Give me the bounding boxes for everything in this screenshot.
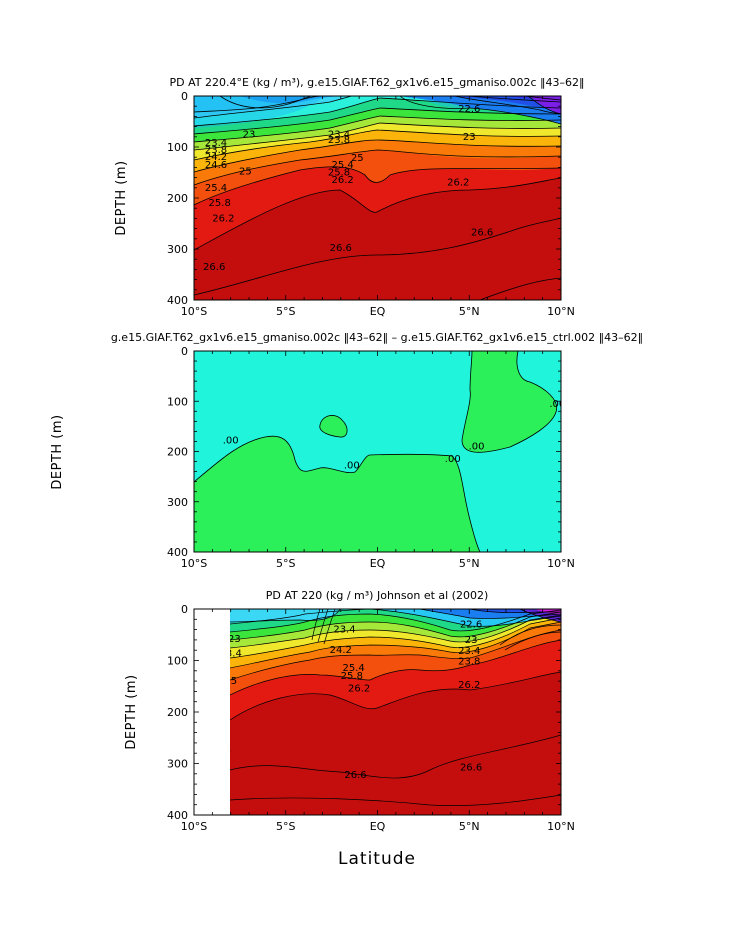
contour-label: .00 xyxy=(344,461,360,472)
x-tick-label: 10°N xyxy=(547,820,575,833)
contour-label: 26.2 xyxy=(447,178,469,189)
panel-observed-pd: PD AT 220 (kg / m³) Johnson et al (2002) xyxy=(124,589,575,833)
contour-label: 23.4 xyxy=(458,646,480,657)
y-tick-label: 0 xyxy=(181,345,188,358)
contour-label: 25.4 xyxy=(205,183,227,194)
contour-label: 26.6 xyxy=(460,763,482,774)
x-tick-label: 10°N xyxy=(547,557,575,570)
contour-label: 23 xyxy=(463,132,476,143)
x-tick-label: 5°S xyxy=(276,557,295,570)
contour-label: 24.6 xyxy=(205,160,227,171)
panel3-ticks: 10°S 5°S EQ 5°N 10°N 0 100 200 300 400 xyxy=(167,603,575,833)
x-tick-label: EQ xyxy=(370,820,386,833)
contour-label: 23.4 xyxy=(205,138,227,149)
x-tick-label: 5°N xyxy=(459,557,480,570)
contour-label: 23.8 xyxy=(328,135,350,146)
panel2-ticks: 10°S 5°S EQ 5°N 10°N 0 100 200 300 400 xyxy=(167,345,575,570)
contour-label: 26.6 xyxy=(330,243,352,254)
panel3-title: PD AT 220 (kg / m³) Johnson et al (2002) xyxy=(266,589,489,602)
x-tick-label: EQ xyxy=(370,557,386,570)
contour-label: 26.6 xyxy=(471,228,493,239)
contour-label: 26.6 xyxy=(209,746,231,757)
x-tick-label: 5°S xyxy=(276,820,295,833)
x-tick-label: 10°S xyxy=(181,557,207,570)
contour-label: 26.2 xyxy=(458,680,480,691)
contour-label: 25.4 xyxy=(332,160,354,171)
x-tick-label: 10°S xyxy=(181,305,207,318)
x-tick-label: EQ xyxy=(370,305,386,318)
y-tick-label: 400 xyxy=(167,809,188,822)
y-tick-label: 400 xyxy=(167,546,188,559)
contour-label: 24.2 xyxy=(330,645,352,656)
contour-label: .00 xyxy=(445,454,461,465)
contour-label: 26.2 xyxy=(348,683,370,694)
contour-label: 23 xyxy=(243,129,256,140)
panel1-title: PD AT 220.4°E (kg / m³), g.e15.GIAF.T62_… xyxy=(169,76,584,89)
contour-label: 26.6 xyxy=(203,262,225,273)
contour-label: .00 xyxy=(469,441,485,452)
panel2-fill: .00 .00 .00 .00 .00 xyxy=(194,351,565,552)
contour-label: 22.6 xyxy=(460,619,482,630)
x-tick-label: 5°S xyxy=(276,305,295,318)
panel2-title: g.e15.GIAF.T62_gx1v6.e15_gmaniso.002c ‖4… xyxy=(111,331,643,344)
contour-label: 25.8 xyxy=(209,198,231,209)
contour-label: 25.4 xyxy=(343,663,365,674)
panel2-ylabel: DEPTH (m) xyxy=(50,414,65,489)
contour-label: 23 xyxy=(228,634,241,645)
y-tick-label: 200 xyxy=(167,192,188,205)
contour-label: 26.6 xyxy=(344,770,366,781)
y-tick-label: 200 xyxy=(167,706,188,719)
contour-label: 26.2 xyxy=(212,213,234,224)
y-tick-label: 300 xyxy=(167,758,188,771)
contour-label: 24.2 xyxy=(205,152,227,163)
contour-label: 25 xyxy=(351,153,364,164)
contour-label: .00 xyxy=(223,435,239,446)
contour-label: 23.4 xyxy=(333,625,355,636)
contour-label: 23 xyxy=(465,635,478,646)
y-tick-label: 300 xyxy=(167,496,188,509)
contour-label: 22.6 xyxy=(458,104,480,115)
y-tick-label: 0 xyxy=(181,603,188,616)
x-tick-label: 10°S xyxy=(181,820,207,833)
contour-label: 23.4 xyxy=(220,648,242,659)
contour-label: 26.2 xyxy=(205,713,227,724)
panel1-fill: 22.623 2323.423.423.823.824.224.6252525.4… xyxy=(194,96,561,300)
contour-label: .00 xyxy=(549,399,565,410)
x-tick-label: 5°N xyxy=(459,305,480,318)
x-tick-label: 10°N xyxy=(547,305,575,318)
contour-label: 25 xyxy=(224,676,237,687)
x-tick-label: 5°N xyxy=(459,820,480,833)
contour-label: 25.8 xyxy=(341,671,363,682)
y-tick-label: 100 xyxy=(167,395,188,408)
panel1-ylabel: DEPTH (m) xyxy=(114,160,129,235)
contour-label: 23.4 xyxy=(328,129,350,140)
contour-label: 25.8 xyxy=(328,168,350,179)
y-tick-label: 400 xyxy=(167,294,188,307)
contour-label: 23.8 xyxy=(458,657,480,668)
contour-label: 23.8 xyxy=(205,145,227,156)
y-tick-label: 300 xyxy=(167,243,188,256)
contour-label: 26.2 xyxy=(332,175,354,186)
contour-label: 25 xyxy=(239,166,252,177)
x-axis-label: Latitude xyxy=(338,849,416,869)
y-tick-label: 200 xyxy=(167,446,188,459)
panel3-ylabel: DEPTH (m) xyxy=(124,674,139,749)
y-tick-label: 100 xyxy=(167,655,188,668)
panel-model-pd: PD AT 220.4°E (kg / m³), g.e15.GIAF.T62_… xyxy=(114,76,585,318)
y-tick-label: 0 xyxy=(181,90,188,103)
y-tick-label: 100 xyxy=(167,141,188,154)
panel-difference: g.e15.GIAF.T62_gx1v6.e15_gmaniso.002c ‖4… xyxy=(50,331,643,570)
panel1-ticks: 10°S 5°S EQ 5°N 10°N 0 100 200 300 400 xyxy=(167,90,575,318)
